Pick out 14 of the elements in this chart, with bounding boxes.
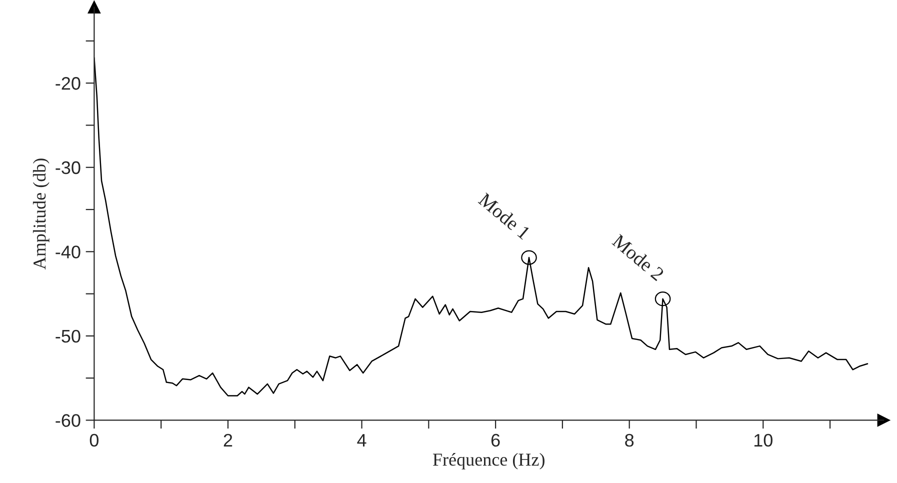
x-tick-label: 0 bbox=[90, 434, 98, 447]
y-tick-label: -30 bbox=[56, 161, 80, 174]
x-tick-label: 4 bbox=[357, 434, 366, 446]
x-tick-label: 2 bbox=[224, 434, 232, 446]
x-tick-label: 6 bbox=[491, 434, 500, 447]
y-tick-label: -50 bbox=[56, 330, 80, 343]
x-tick-label: 10 bbox=[754, 434, 772, 447]
x-axis-title: Fréquence (Hz) bbox=[432, 453, 544, 470]
line-series bbox=[94, 57, 868, 396]
y-tick-label: -60 bbox=[56, 414, 80, 427]
y-tick-label: -20 bbox=[56, 77, 80, 90]
y-tick-label: -40 bbox=[56, 246, 80, 258]
y-axis-title: Amplitude (db) bbox=[32, 158, 50, 270]
x-tick-label: 8 bbox=[625, 434, 634, 447]
